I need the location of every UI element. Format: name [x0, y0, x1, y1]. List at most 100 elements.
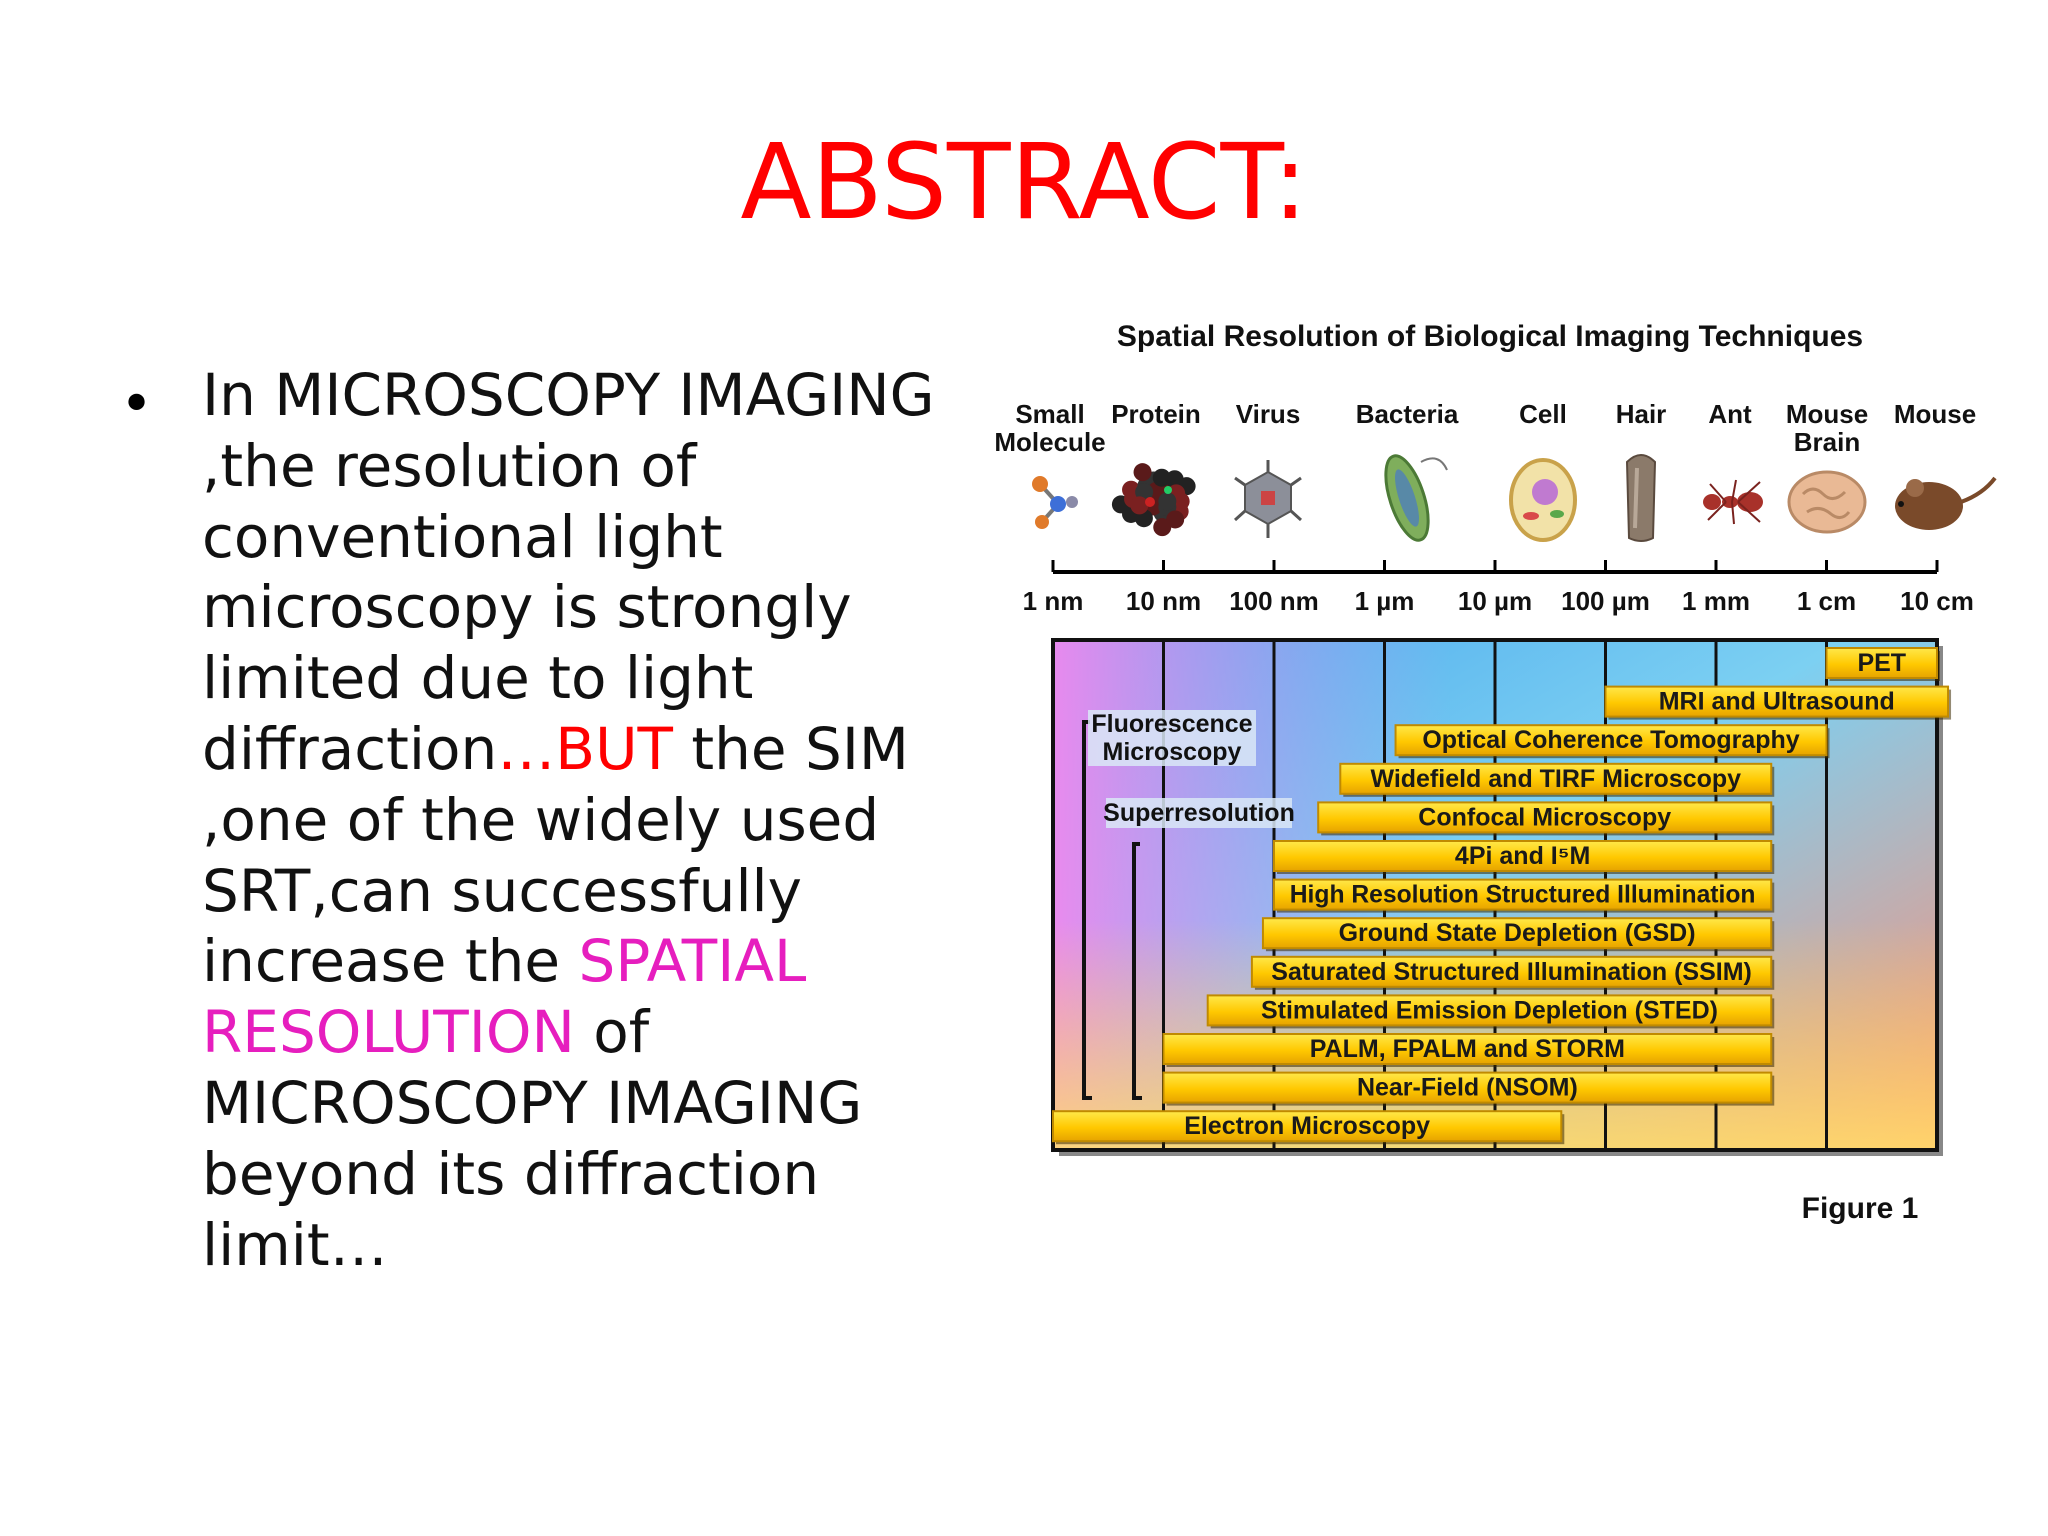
technique-label: High Resolution Structured Illumination — [1290, 882, 1756, 909]
technique-bar — [1162, 1033, 1773, 1065]
icon-part — [1633, 467, 1639, 529]
technique-bar — [1261, 917, 1773, 950]
technique-label: Confocal Microscopy — [1418, 803, 1671, 831]
scale-tick-label: 10 nm — [1126, 586, 1201, 616]
icon-part — [1066, 496, 1078, 508]
icon-part — [1130, 496, 1149, 515]
text-run: SRT,can successfully — [202, 856, 802, 925]
icon-part — [1050, 496, 1066, 512]
text-run: increase the — [202, 927, 579, 996]
icon-part — [1133, 463, 1152, 482]
icon-part — [1395, 469, 1419, 527]
bullet-line: microscopy is strongly — [202, 572, 992, 643]
fluorescence-label: Fluorescence — [1091, 710, 1252, 738]
virus-icon — [1233, 460, 1303, 538]
icon-part — [1898, 501, 1904, 507]
highlighted-text: …BUT — [497, 714, 673, 783]
mouse-icon — [1895, 476, 1997, 530]
technique-bar — [1317, 801, 1773, 834]
technique-label: Electron Microscopy — [1184, 1112, 1430, 1140]
technique-label: Widefield and TIRF Microscopy — [1370, 765, 1741, 793]
text-run: limited due to light — [202, 644, 754, 713]
text-run: In MICROSCOPY IMAGING — [202, 361, 935, 429]
technique-label: PALM, FPALM and STORM — [1310, 1035, 1625, 1063]
icon-part — [1550, 510, 1564, 518]
scale-tick-label: 1 nm — [1023, 586, 1084, 616]
text-run: beyond its diffraction — [202, 1139, 820, 1208]
icon-part — [1787, 470, 1867, 534]
object-label: Protein — [1111, 399, 1201, 429]
figure-title: Spatial Resolution of Biological Imaging… — [1117, 320, 1863, 353]
icon-part — [1737, 501, 1761, 523]
slide-title: ABSTRACT: — [740, 121, 1308, 243]
object-label: Mouse — [1786, 399, 1868, 429]
scale-tick-label: 10 cm — [1900, 586, 1974, 616]
bullet-line: RESOLUTION of — [202, 997, 992, 1068]
icon-part — [1722, 496, 1738, 508]
panel-border — [1051, 638, 1939, 1152]
icon-part — [1035, 515, 1049, 529]
object-label: Ant — [1708, 399, 1752, 429]
scale-tick-label: 1 µm — [1355, 586, 1415, 616]
technique-bar — [1052, 1110, 1563, 1143]
icon-part — [1289, 509, 1303, 522]
icon-part — [1233, 509, 1247, 522]
bullet-line: SRT,can successfully — [202, 856, 992, 927]
bullet-line: MICROSCOPY IMAGING — [202, 1068, 992, 1139]
bullet-text: In MICROSCOPY IMAGING ,the resolution of c… — [202, 360, 992, 1280]
technique-label: Stimulated Emission Depletion (STED) — [1261, 996, 1718, 1024]
technique-bar — [1394, 724, 1828, 757]
scale-tick-label: 100 nm — [1229, 586, 1319, 616]
technique-bar — [1339, 762, 1773, 795]
icon-part — [1523, 512, 1539, 520]
bullet-point-icon: • — [120, 372, 154, 437]
scale-tick-label: 10 µm — [1458, 586, 1532, 616]
technique-label: Ground State Depletion (GSD) — [1339, 919, 1696, 947]
object-label: Bacteria — [1356, 399, 1459, 429]
technique-bar — [1206, 994, 1773, 1027]
bullet-line: limit… — [202, 1210, 992, 1281]
icon-part — [1737, 492, 1763, 512]
bullet-line: ,the resolution of — [202, 431, 992, 502]
icon-part — [1234, 476, 1246, 487]
text-run: MICROSCOPY IMAGING — [202, 1068, 863, 1137]
technique-bar — [1250, 955, 1773, 988]
icon-part — [1290, 476, 1302, 487]
icon-part — [1737, 481, 1761, 503]
object-label: Molecule — [994, 427, 1105, 457]
cell-icon — [1509, 458, 1577, 542]
text-run: microscopy is strongly — [202, 573, 852, 642]
fluorescence-bracket — [1082, 720, 1092, 1100]
icon-part — [1707, 501, 1727, 521]
icon-part — [1895, 482, 1963, 530]
protein-icon — [1111, 463, 1196, 537]
icon-part — [1731, 479, 1737, 503]
icon-part — [1709, 483, 1727, 503]
icon-part — [1731, 501, 1735, 525]
technique-bar — [1273, 840, 1773, 872]
bullet-line: limited due to light — [202, 643, 992, 714]
technique-label: 4Pi and I⁵M — [1455, 842, 1590, 870]
text-run: ,one of the widely used — [202, 785, 880, 854]
scale-tick-label: 1 mm — [1682, 586, 1750, 616]
superresolution-bracket — [1132, 842, 1142, 1100]
bullet-line: In MICROSCOPY IMAGING — [202, 360, 992, 431]
scale-tick-label: 1 cm — [1797, 586, 1856, 616]
icon-part — [1801, 487, 1851, 519]
label-backdrop — [1088, 738, 1256, 766]
icon-part — [1906, 479, 1924, 497]
bullet-line: increase the SPATIAL — [202, 926, 992, 997]
figure-caption: Figure 1 — [1802, 1192, 1919, 1225]
technique-label: MRI and Ultrasound — [1659, 688, 1895, 716]
icon-part — [1145, 497, 1155, 507]
object-label: Brain — [1794, 427, 1860, 457]
icon-part — [1532, 479, 1558, 505]
ant-icon — [1703, 479, 1763, 525]
superresolution-label: Superresolution — [1103, 799, 1295, 827]
icon-part — [1960, 476, 1997, 504]
highlighted-text: RESOLUTION — [202, 998, 575, 1067]
icon-part — [1032, 476, 1048, 492]
label-backdrop — [1088, 710, 1256, 738]
text-run: the SIM — [672, 714, 909, 783]
technique-bar — [1162, 1071, 1773, 1104]
